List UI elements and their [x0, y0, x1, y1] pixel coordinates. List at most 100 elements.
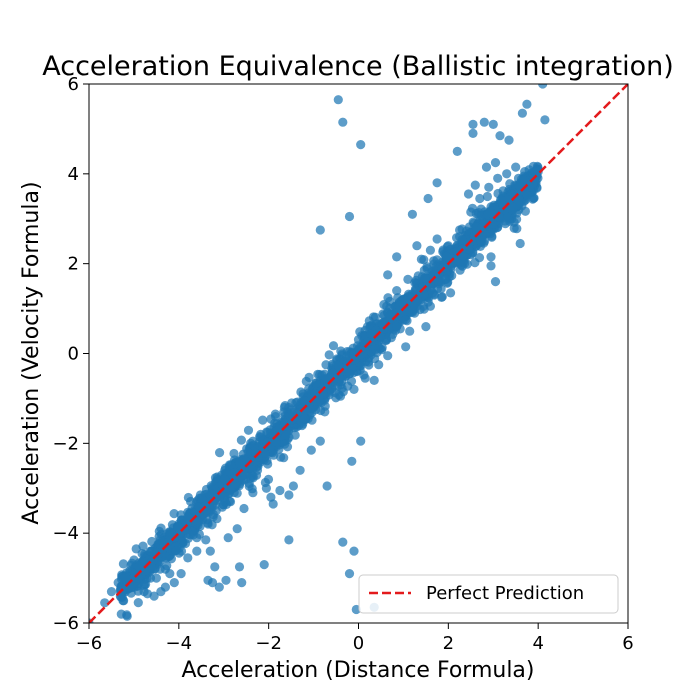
y-tick-label: −2 — [52, 433, 79, 454]
data-point — [499, 201, 509, 211]
perfect-prediction-line — [89, 84, 628, 623]
data-point — [151, 548, 162, 558]
y-tick-label: 0 — [68, 344, 79, 365]
data-point — [203, 519, 213, 529]
data-point — [311, 378, 321, 388]
data-point — [347, 456, 357, 466]
data-point — [364, 316, 374, 326]
data-point — [522, 190, 532, 200]
data-point — [321, 360, 331, 370]
data-point — [457, 235, 467, 245]
data-point — [279, 453, 289, 463]
data-point — [243, 425, 254, 435]
data-point — [322, 481, 332, 491]
data-point — [210, 473, 221, 483]
data-point — [219, 474, 230, 484]
data-point — [432, 178, 442, 188]
data-point — [192, 546, 202, 556]
data-point — [329, 368, 339, 378]
data-point — [236, 435, 246, 445]
data-point — [383, 351, 393, 361]
data-point — [147, 564, 157, 574]
data-point — [275, 485, 285, 496]
x-tick-label: 4 — [532, 633, 543, 654]
data-point — [421, 322, 431, 332]
data-point — [234, 562, 245, 572]
data-point — [299, 396, 309, 406]
data-point — [279, 402, 289, 412]
data-point — [455, 225, 465, 235]
data-point — [262, 427, 273, 438]
data-point — [255, 432, 265, 442]
data-point — [486, 252, 496, 262]
data-point — [441, 274, 451, 284]
data-point — [488, 119, 498, 129]
data-point — [315, 225, 325, 235]
data-point — [349, 546, 359, 556]
data-point — [315, 436, 325, 446]
data-point — [432, 234, 442, 244]
data-point — [208, 509, 218, 520]
data-point — [419, 301, 429, 311]
data-point — [166, 554, 176, 564]
data-point — [366, 329, 376, 339]
data-point — [369, 375, 379, 385]
data-point — [360, 373, 370, 383]
data-point — [321, 374, 332, 384]
data-point — [463, 189, 474, 199]
legend: Perfect Prediction — [358, 574, 619, 614]
data-point — [300, 414, 310, 424]
data-point — [520, 206, 531, 216]
data-point — [133, 598, 143, 608]
data-point — [259, 560, 269, 570]
data-point — [349, 384, 359, 394]
data-point — [165, 569, 175, 579]
data-point — [412, 241, 422, 251]
data-point — [466, 207, 476, 217]
data-point — [183, 492, 193, 503]
data-point — [511, 162, 521, 172]
data-point — [155, 535, 165, 545]
data-point — [503, 212, 513, 222]
data-point — [476, 223, 487, 233]
data-point — [129, 582, 139, 592]
data-point — [470, 258, 480, 268]
data-point — [356, 140, 366, 150]
data-point — [113, 578, 123, 588]
data-point — [422, 264, 432, 274]
data-point — [482, 191, 492, 202]
data-point — [196, 493, 206, 503]
data-point — [232, 524, 242, 534]
data-point — [122, 611, 132, 621]
data-point — [411, 275, 421, 285]
data-point — [475, 193, 485, 204]
x-tick-label: 6 — [622, 633, 633, 654]
data-point — [334, 361, 344, 371]
data-point — [493, 173, 503, 183]
data-point — [100, 598, 110, 608]
data-point — [486, 261, 496, 271]
data-point — [106, 587, 117, 597]
data-point — [258, 415, 268, 425]
data-point — [520, 167, 530, 177]
data-point — [344, 211, 355, 222]
x-axis-label: Acceleration (Distance Formula) — [181, 658, 534, 683]
x-tick-label: 2 — [443, 633, 454, 654]
data-point — [517, 108, 528, 118]
data-point — [533, 167, 543, 177]
y-axis-label: Acceleration (Velocity Formula) — [19, 181, 44, 524]
data-point — [392, 252, 402, 262]
data-point — [514, 181, 524, 191]
data-point — [173, 522, 183, 532]
data-point — [118, 559, 128, 569]
data-points-layer — [89, 84, 550, 623]
data-point — [490, 158, 501, 168]
data-point — [338, 117, 348, 127]
data-point — [428, 288, 438, 298]
data-point — [237, 578, 247, 588]
y-tick-label: −6 — [52, 613, 79, 634]
data-point — [484, 182, 494, 192]
data-point — [461, 226, 471, 236]
data-point — [281, 430, 291, 440]
